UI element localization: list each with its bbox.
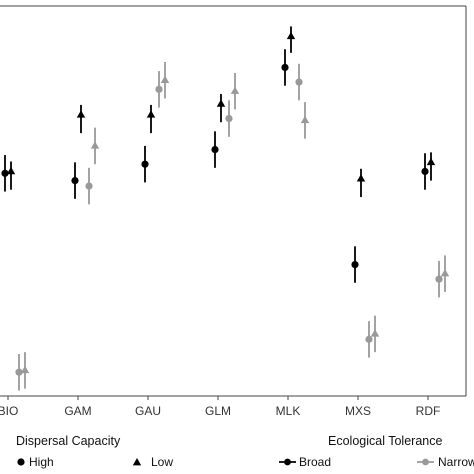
x-tick-label: MXS: [345, 404, 371, 418]
x-tick-label: BIO: [0, 404, 18, 418]
data-point: [160, 75, 170, 83]
x-tick-label: GAU: [135, 404, 161, 418]
legend: Dispersal Capacity Ecological Tolerance …: [16, 434, 474, 469]
legend-broad-marker: [284, 458, 291, 466]
data-point-group: [286, 26, 296, 53]
data-point-group: [351, 246, 359, 283]
plot-frame: [0, 5, 467, 397]
legend-circle-marker: [17, 458, 25, 466]
legend-label-narrow: Narrow: [438, 455, 474, 469]
data-point-group: [440, 255, 450, 292]
data-point: [211, 145, 219, 154]
data-point-group: [426, 152, 436, 181]
legend-label-low: Low: [151, 455, 173, 469]
data-point: [370, 329, 380, 337]
data-point: [155, 85, 163, 93]
data-point-group: [146, 104, 156, 134]
data-point-group: [295, 63, 303, 101]
data-point: [351, 260, 359, 269]
data-point-group: [90, 127, 100, 165]
data-point: [20, 365, 30, 374]
data-point-group: [141, 145, 149, 183]
data-point-group: [1, 155, 9, 192]
data-point: [230, 86, 240, 94]
data-point-group: [160, 61, 170, 99]
data-point-group: [216, 93, 226, 123]
x-axis-tick-labels: BIO GAM GAU GLM MLK MXS RDF: [0, 404, 440, 418]
data-point: [90, 141, 100, 149]
data-point: [146, 110, 156, 118]
data-point: [295, 78, 303, 86]
data-point: [300, 115, 310, 124]
data-point-group: [155, 71, 163, 108]
data-point: [356, 174, 366, 182]
legend-triangle-marker: [132, 458, 142, 466]
x-tick-label: RDF: [416, 404, 441, 418]
x-tick-label: GAM: [64, 404, 91, 418]
data-point-group: [365, 321, 373, 358]
data-point: [1, 169, 9, 177]
legend-label-broad: Broad: [299, 455, 331, 469]
data-point: [225, 114, 233, 123]
data-point-group: [211, 131, 219, 168]
data-point: [71, 177, 79, 185]
data-point-group: [85, 167, 93, 205]
data-point-group: [76, 104, 86, 134]
data-point: [435, 275, 443, 283]
data-point: [281, 63, 289, 72]
data-point: [440, 269, 450, 277]
data-point-group: [356, 168, 366, 198]
x-tick-label: GLM: [205, 404, 231, 418]
data-point: [85, 182, 93, 190]
data-point-group: [225, 100, 233, 137]
legend-narrow-marker: [422, 458, 429, 466]
data-point: [15, 368, 23, 376]
data-point-group: [20, 352, 30, 389]
legend-label-high: High: [29, 455, 54, 469]
data-point-group: [300, 102, 310, 139]
x-tick-label: MLK: [276, 404, 301, 418]
data-point-group: [281, 49, 289, 86]
data-point-group: [6, 161, 16, 190]
data-point: [76, 110, 86, 118]
x-axis-ticks: [7, 396, 429, 400]
data-point-group: [370, 315, 380, 353]
data-point-group: [230, 72, 240, 110]
data-point-group: [71, 162, 79, 199]
data-point: [141, 160, 149, 168]
data-point-group: [15, 353, 23, 391]
legend-title-dispersal: Dispersal Capacity: [16, 434, 121, 448]
data-point: [6, 166, 16, 175]
data-point: [286, 31, 296, 40]
data-point: [426, 157, 436, 166]
data-point: [365, 335, 373, 343]
data-point: [216, 99, 226, 107]
data-points: [1, 26, 450, 391]
legend-title-tolerance: Ecological Tolerance: [328, 434, 442, 448]
data-point-group: [435, 260, 443, 298]
data-point: [421, 167, 429, 176]
data-point-group: [421, 153, 429, 190]
